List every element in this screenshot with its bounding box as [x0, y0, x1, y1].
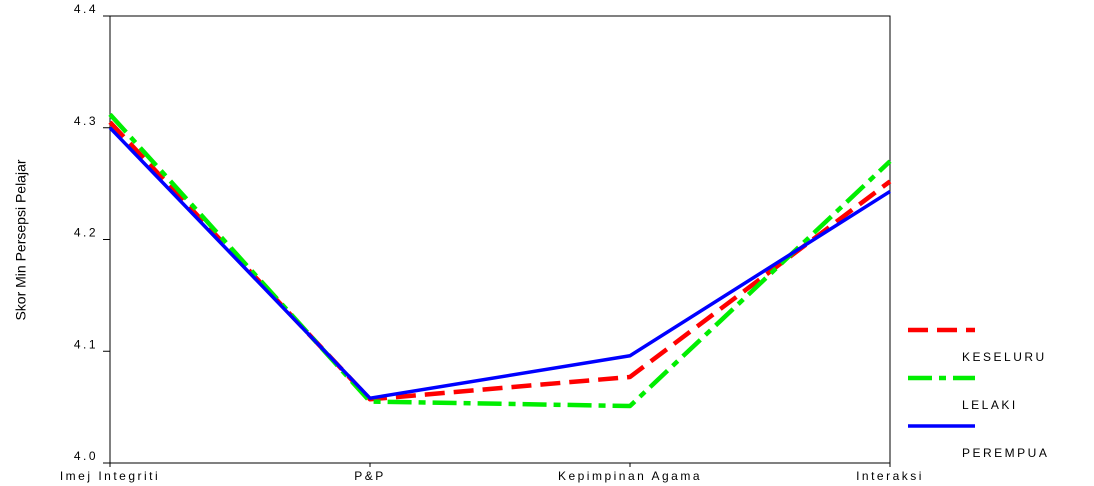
y-tick-label: 4.2: [74, 226, 98, 240]
y-tick-label: 4.0: [74, 449, 98, 463]
x-tick-label: Interaksi: [856, 469, 924, 483]
x-tick-label: P&P: [354, 469, 386, 483]
y-tick-label: 4.4: [74, 2, 98, 16]
series-line: [108, 120, 892, 402]
y-axis-label: Skor Min Persepsi Pelajar: [13, 159, 29, 320]
series-line: [108, 112, 892, 409]
x-tick-label: Imej Integriti: [60, 469, 160, 483]
legend-label: PEREMPUA: [962, 446, 1049, 460]
y-tick-label: 4.3: [74, 114, 98, 128]
plot-frame: [109, 15, 891, 464]
legend-label: KESELURU: [962, 350, 1047, 364]
legend-label: LELAKI: [962, 398, 1018, 412]
x-tick-label: Kepimpinan Agama: [558, 469, 702, 483]
y-tick-label: 4.1: [74, 337, 98, 351]
series-line: [108, 126, 891, 400]
